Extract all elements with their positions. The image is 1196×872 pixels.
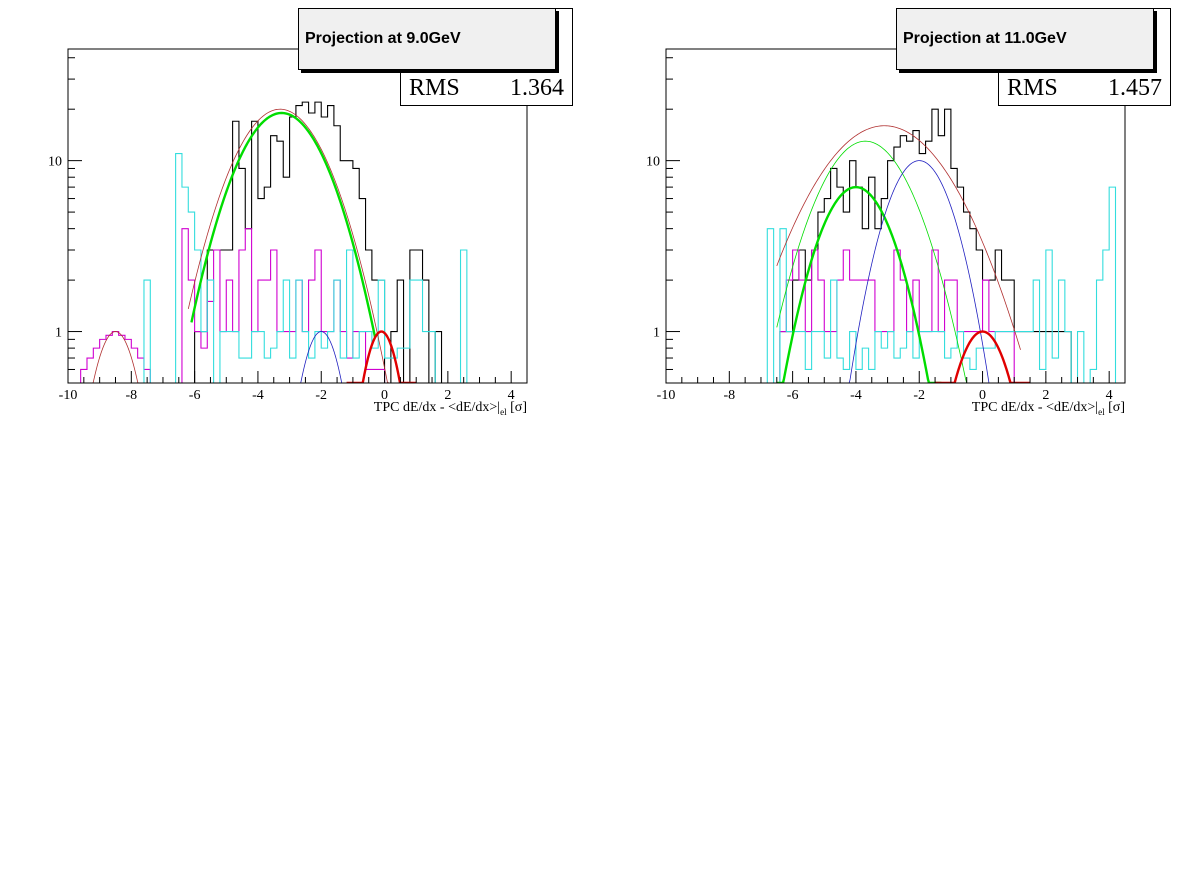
histogram-series-1: [80, 228, 467, 383]
x-axis-title-main: TPC dE/dx - <dE/dx>|: [971, 400, 1099, 415]
y-axis: 1 10: [646, 57, 680, 384]
fit-curve-4: [935, 330, 1031, 383]
x-axis-title-sub: el: [500, 406, 507, 417]
fit-curve-1: [776, 140, 968, 383]
y-tick-label: 1: [55, 326, 62, 341]
stats-rms-label: RMS: [409, 75, 460, 101]
fit-curve-5: [74, 331, 157, 383]
x-tick-label: 4: [1106, 388, 1113, 403]
x-tick-label: -6: [787, 388, 799, 403]
fit-curve-3: [846, 160, 990, 383]
x-axis: -10 -8 -6 -4 -2 0 2 4: [657, 371, 1113, 403]
x-axis: -10 -8 -6 -4 -2 0 2 4: [59, 371, 515, 403]
x-axis-title: TPC dE/dx - <dE/dx>|el [σ]: [972, 400, 1125, 417]
fit-curve-4: [346, 330, 417, 383]
stats-rms-label: RMS: [1007, 75, 1058, 101]
x-axis-title: TPC dE/dx - <dE/dx>|el [σ]: [374, 400, 527, 417]
fit-curve-2: [191, 112, 376, 338]
x-tick-label: -2: [913, 388, 925, 403]
x-tick-label: -10: [59, 388, 78, 403]
x-axis-title-main: TPC dE/dx - <dE/dx>|: [373, 400, 501, 415]
x-tick-label: -4: [252, 388, 264, 403]
x-tick-label: -2: [315, 388, 327, 403]
y-axis: 1 10: [48, 57, 82, 384]
histogram-series-1: [779, 249, 1065, 383]
histogram-plot-11gev: -10 -8 -6 -4 -2 0 2 4 1 10: [646, 48, 1126, 403]
x-tick-label: -4: [850, 388, 862, 403]
chart-panel-9gev: -10 -8 -6 -4 -2 0 2 4 1 10 RMS 1.364 Projection a…: [0, 0, 598, 436]
y-tick-label: 1: [653, 326, 660, 341]
chart-title: Projection at 9.0GeV: [298, 8, 556, 70]
x-tick-label: 2: [1042, 388, 1049, 403]
stats-rms-value: 1.364: [510, 75, 564, 101]
x-axis-title-unit: [σ]: [506, 400, 527, 415]
fit-curve-0: [187, 108, 423, 383]
x-tick-label: -10: [657, 388, 676, 403]
chart-title: Projection at 11.0GeV: [896, 8, 1154, 70]
fit-curve-0: [776, 125, 1021, 350]
plot-area: [74, 101, 527, 383]
x-tick-label: -6: [189, 388, 201, 403]
fit-curve-2: [776, 185, 942, 383]
y-tick-label: 10: [646, 155, 660, 170]
y-tick-label: 10: [48, 155, 62, 170]
histogram-plot-9gev: -10 -8 -6 -4 -2 0 2 4 1 10: [48, 48, 528, 403]
x-tick-label: -8: [723, 388, 735, 403]
histogram-series-2: [766, 186, 1122, 383]
plot-frame: [665, 48, 1126, 384]
x-tick-label: 2: [444, 388, 451, 403]
x-tick-label: -8: [125, 388, 137, 403]
x-tick-label: 4: [508, 388, 515, 403]
x-tick-label: 0: [381, 388, 388, 403]
x-tick-label: 0: [979, 388, 986, 403]
x-axis-title-unit: [σ]: [1104, 400, 1125, 415]
histogram-series-2: [143, 153, 527, 383]
histogram-series-0: [779, 108, 1072, 383]
stats-rms-value: 1.457: [1108, 75, 1162, 101]
fit-curve-3: [283, 331, 360, 383]
plot-frame: [67, 48, 528, 384]
x-axis-title-sub: el: [1098, 406, 1105, 417]
plot-area: [766, 108, 1122, 383]
chart-panel-11gev: -10 -8 -6 -4 -2 0 2 4 1 10 RMS 1.457 Projection a…: [598, 0, 1196, 436]
